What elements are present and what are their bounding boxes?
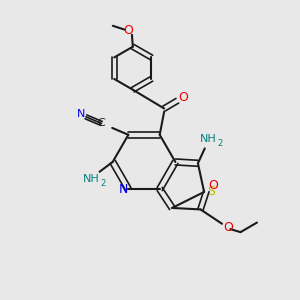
Text: NH: NH: [83, 174, 100, 184]
Text: O: O: [123, 24, 133, 38]
Text: N: N: [76, 110, 85, 119]
Text: O: O: [208, 179, 218, 192]
Text: NH: NH: [200, 134, 217, 144]
Text: S: S: [207, 185, 215, 199]
Text: O: O: [224, 221, 233, 234]
Text: 2: 2: [217, 140, 222, 148]
Text: C: C: [98, 118, 105, 128]
Text: O: O: [178, 91, 188, 104]
Text: 2: 2: [100, 179, 105, 188]
Text: N: N: [118, 183, 128, 196]
